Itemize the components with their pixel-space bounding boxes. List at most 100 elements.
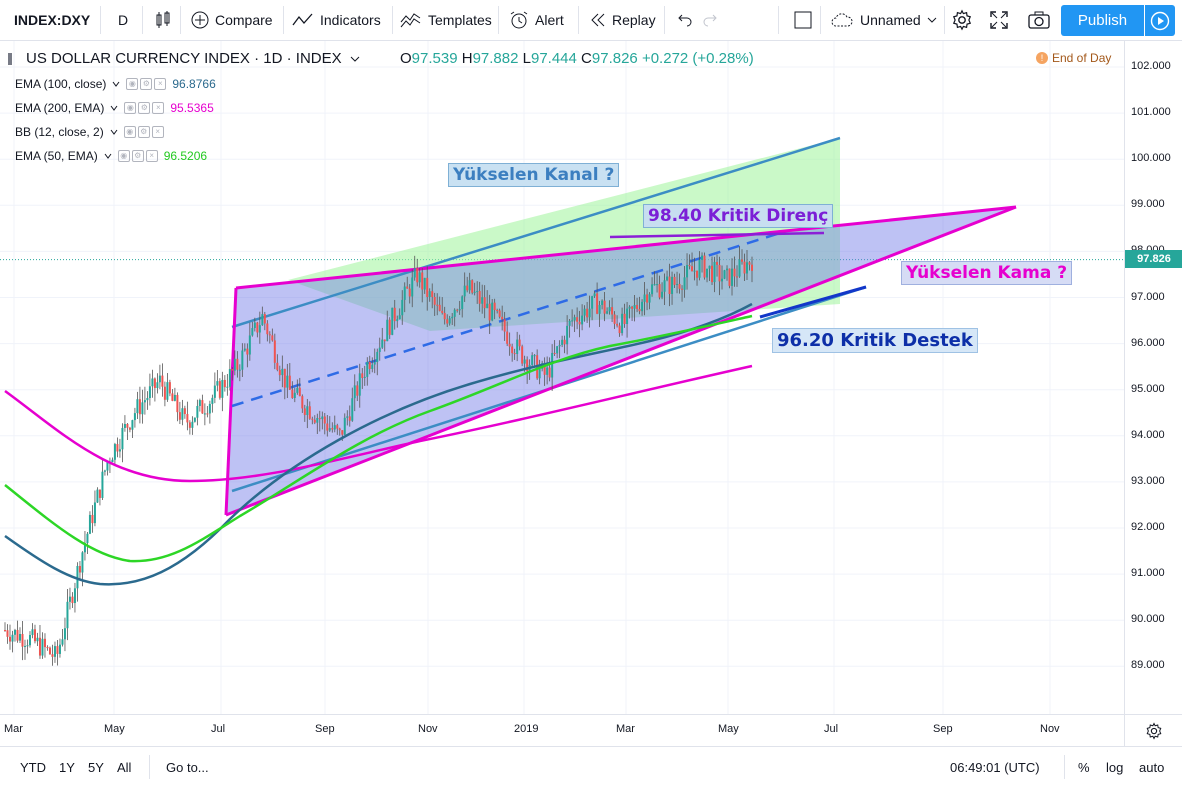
close-icon[interactable]: ×: [152, 102, 165, 114]
close-icon[interactable]: ×: [154, 78, 167, 90]
price-axis[interactable]: 102.000101.000100.00099.00098.00097.0009…: [1124, 41, 1182, 714]
interval-button[interactable]: D: [118, 0, 128, 40]
chart-pane[interactable]: [0, 41, 1124, 714]
auto-toggle[interactable]: auto: [1139, 747, 1164, 787]
indicator-controls[interactable]: ◉ ⚙ ×: [123, 126, 164, 138]
range-all-button[interactable]: All: [117, 747, 131, 787]
chevron-down-icon[interactable]: [110, 105, 118, 111]
compare-button[interactable]: Compare: [191, 0, 273, 40]
gear-icon[interactable]: ⚙: [137, 126, 150, 138]
chart-style-button[interactable]: [155, 0, 171, 40]
fullscreen-button[interactable]: [990, 0, 1008, 40]
replay-button[interactable]: Replay: [590, 0, 656, 40]
layout-menu[interactable]: Unnamed: [830, 0, 937, 40]
undo-button[interactable]: [676, 0, 692, 40]
divider: [142, 6, 143, 34]
chevron-down-icon[interactable]: [104, 153, 112, 159]
axis-settings-button[interactable]: [1124, 714, 1182, 746]
close-icon[interactable]: ×: [151, 126, 164, 138]
price-chart[interactable]: [0, 41, 1124, 714]
candle-body: [16, 629, 19, 641]
alert-button[interactable]: Alert: [509, 0, 564, 40]
candle-body: [6, 630, 9, 637]
goto-button[interactable]: Go to...: [166, 747, 209, 787]
candle-body: [111, 459, 114, 463]
redo-button[interactable]: [703, 0, 719, 40]
collapse-icon[interactable]: [8, 52, 18, 65]
replay-label: Replay: [612, 12, 656, 28]
indicator-row[interactable]: EMA (100, close) ◉ ⚙ × 96.8766: [15, 77, 216, 91]
time-tick-label: Nov: [1040, 723, 1060, 735]
candle-body: [246, 348, 249, 355]
candle-body: [641, 301, 644, 312]
candle-body: [483, 297, 486, 309]
indicator-controls[interactable]: ◉ ⚙ ×: [126, 78, 167, 90]
publish-button[interactable]: Publish: [1061, 5, 1144, 36]
indicator-row[interactable]: EMA (200, EMA) ◉ ⚙ × 95.5365: [15, 101, 214, 115]
drawing-shapes: [224, 136, 1017, 517]
price-tick-label: 96.000: [1131, 336, 1165, 349]
publish-label: Publish: [1077, 12, 1128, 29]
candle-body: [113, 444, 116, 460]
end-of-day-badge[interactable]: ! End of Day: [1036, 51, 1111, 65]
wedge-annotation[interactable]: Yükselen Kama ?: [901, 261, 1073, 285]
candle-body: [576, 317, 579, 322]
candle-body: [31, 629, 34, 636]
range-1y-button[interactable]: 1Y: [59, 747, 75, 787]
log-toggle[interactable]: log: [1106, 747, 1123, 787]
candle-body: [251, 328, 254, 336]
percent-toggle[interactable]: %: [1078, 747, 1090, 787]
indicator-row[interactable]: EMA (50, EMA) ◉ ⚙ × 96.5206: [15, 149, 207, 163]
eye-icon[interactable]: ◉: [126, 78, 139, 90]
candle-body: [658, 284, 661, 298]
time-tick-label: May: [104, 723, 125, 735]
timezone-button[interactable]: 06:49:01 (UTC): [950, 747, 1040, 787]
gear-icon[interactable]: ⚙: [131, 150, 144, 162]
chevron-down-icon[interactable]: [350, 55, 360, 63]
channel-upper-line: [231, 136, 841, 329]
support-annotation[interactable]: 96.20 Kritik Destek: [772, 328, 978, 353]
candle-body: [338, 428, 341, 431]
candle-body: [386, 319, 389, 342]
divider: [578, 6, 579, 34]
channel-annotation[interactable]: Yükselen Kanal ?: [448, 163, 620, 187]
candle-body: [343, 417, 346, 435]
settings-button[interactable]: [951, 0, 973, 40]
time-axis[interactable]: Mar May Jul Sep Nov 2019 Mar May Jul Sep Nov: [0, 714, 1124, 746]
resistance-annotation[interactable]: 98.40 Kritik Direnç: [643, 204, 834, 228]
range-5y-button[interactable]: 5Y: [88, 747, 104, 787]
gear-icon[interactable]: ⚙: [138, 102, 151, 114]
snapshot-button[interactable]: [1028, 0, 1050, 40]
candle-body: [236, 358, 239, 370]
candle-body: [38, 637, 41, 656]
candle-body: [348, 416, 351, 421]
candle-body: [261, 314, 264, 326]
range-ytd-button[interactable]: YTD: [20, 747, 46, 787]
close-icon[interactable]: ×: [145, 150, 158, 162]
indicator-controls[interactable]: ◉ ⚙ ×: [124, 102, 165, 114]
eye-icon[interactable]: ◉: [117, 150, 130, 162]
templates-button[interactable]: Templates: [400, 0, 492, 40]
indicator-controls[interactable]: ◉ ⚙ ×: [117, 150, 158, 162]
candle-body: [268, 334, 271, 336]
eye-icon[interactable]: ◉: [124, 102, 137, 114]
price-tick-label: 100.000: [1131, 152, 1171, 165]
indicator-row[interactable]: BB (12, close, 2) ◉ ⚙ ×: [15, 125, 170, 139]
gear-icon[interactable]: ⚙: [140, 78, 153, 90]
publish-menu-button[interactable]: [1145, 5, 1175, 36]
layout-toggle-button[interactable]: [794, 0, 812, 40]
candle-body: [361, 373, 364, 378]
candle-body: [556, 346, 559, 354]
series-title: US DOLLAR CURRENCY INDEX · 1D · INDEX: [26, 50, 342, 67]
chevron-down-icon[interactable]: [112, 81, 120, 87]
goto-label: Go to...: [166, 759, 209, 775]
candle-body: [433, 296, 436, 305]
eye-icon[interactable]: ◉: [123, 126, 136, 138]
chevron-down-icon[interactable]: [110, 129, 118, 135]
candle-body: [713, 261, 716, 283]
candle-body: [18, 634, 21, 641]
chevron-down-icon: [927, 17, 937, 23]
candle-body: [4, 630, 6, 632]
indicators-button[interactable]: Indicators: [292, 0, 381, 40]
symbol-search[interactable]: INDEX:DXY: [14, 0, 90, 40]
